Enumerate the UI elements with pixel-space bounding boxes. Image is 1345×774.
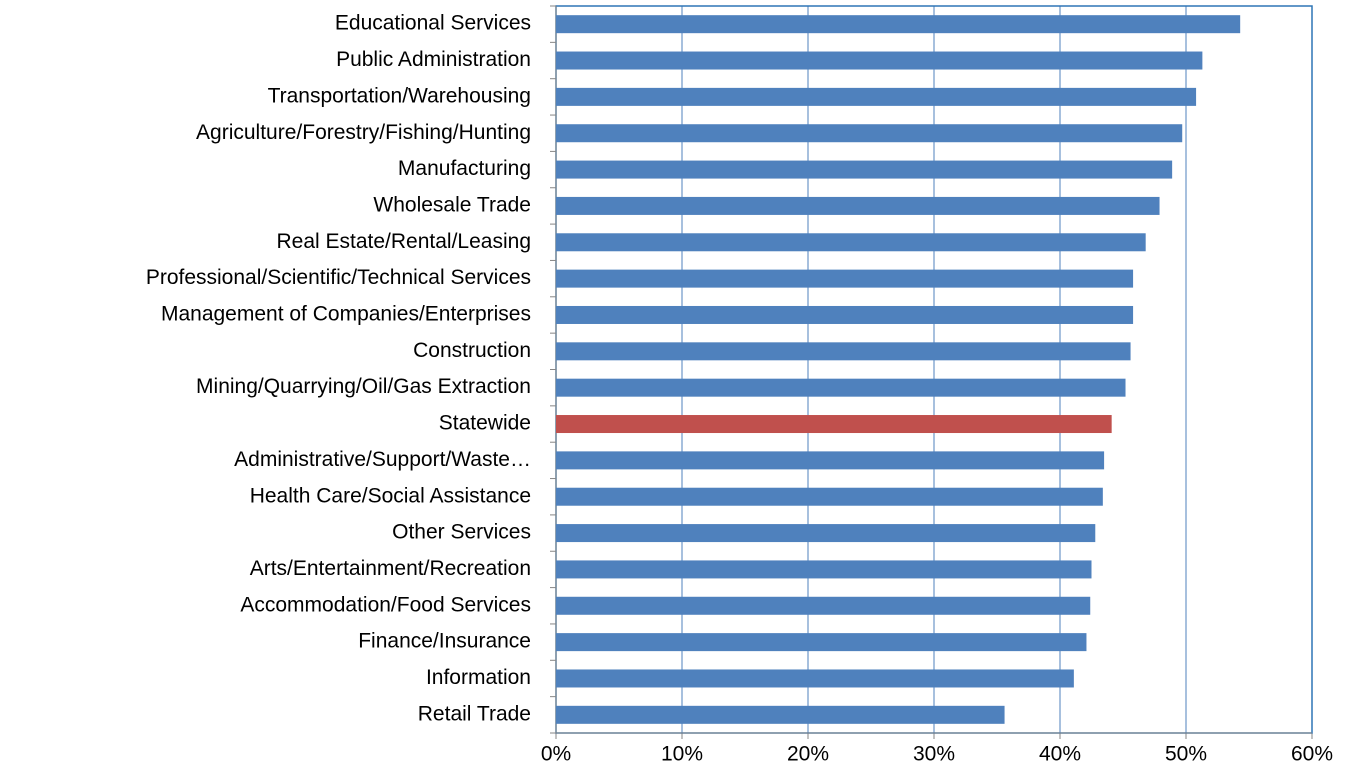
bar [556, 378, 1126, 397]
bar [556, 451, 1105, 470]
bar [556, 269, 1134, 288]
x-tick-label: 0% [541, 743, 571, 766]
y-tick-label: Health Care/Social Assistance [250, 484, 531, 507]
bar [556, 342, 1131, 361]
bar [556, 15, 1241, 34]
bar [556, 487, 1103, 506]
bar [556, 415, 1112, 434]
y-tick-label: Accommodation/Food Services [240, 593, 531, 616]
bar [556, 196, 1160, 215]
y-tick-label: Other Services [392, 521, 531, 544]
y-tick-label: Arts/Entertainment/Recreation [250, 557, 531, 580]
bar [556, 124, 1183, 143]
bar [556, 596, 1091, 615]
bar [556, 669, 1074, 688]
y-tick-label: Management of Companies/Enterprises [161, 303, 531, 326]
bar [556, 705, 1005, 724]
y-tick-label: Finance/Insurance [358, 630, 531, 653]
bar [556, 51, 1203, 70]
bar [556, 305, 1134, 324]
y-tick-label: Agriculture/Forestry/Fishing/Hunting [196, 121, 531, 144]
y-tick-label: Mining/Quarrying/Oil/Gas Extraction [196, 375, 531, 398]
y-tick-label: Educational Services [335, 12, 531, 35]
y-tick-label: Administrative/Support/Waste… [234, 448, 531, 471]
y-tick-label: Retail Trade [418, 702, 531, 725]
y-tick-label: Professional/Scientific/Technical Servic… [146, 266, 531, 289]
x-tick-label: 40% [1039, 743, 1081, 766]
bar [556, 87, 1197, 106]
y-tick-label: Manufacturing [398, 157, 531, 180]
y-tick-label: Transportation/Warehousing [268, 84, 531, 107]
bar [556, 160, 1173, 179]
bar [556, 524, 1096, 543]
y-tick-label: Wholesale Trade [373, 193, 531, 216]
y-tick-label: Statewide [439, 412, 531, 435]
y-tick-label: Construction [413, 339, 531, 362]
y-tick-label: Public Administration [336, 48, 531, 71]
x-tick-label: 50% [1165, 743, 1207, 766]
bar [556, 633, 1087, 652]
bar [556, 233, 1146, 252]
y-tick-label: Information [426, 666, 531, 689]
x-tick-label: 60% [1291, 743, 1333, 766]
x-tick-label: 10% [661, 743, 703, 766]
y-tick-label: Real Estate/Rental/Leasing [277, 230, 532, 253]
x-tick-label: 30% [913, 743, 955, 766]
bar [556, 560, 1092, 579]
x-tick-label: 20% [787, 743, 829, 766]
